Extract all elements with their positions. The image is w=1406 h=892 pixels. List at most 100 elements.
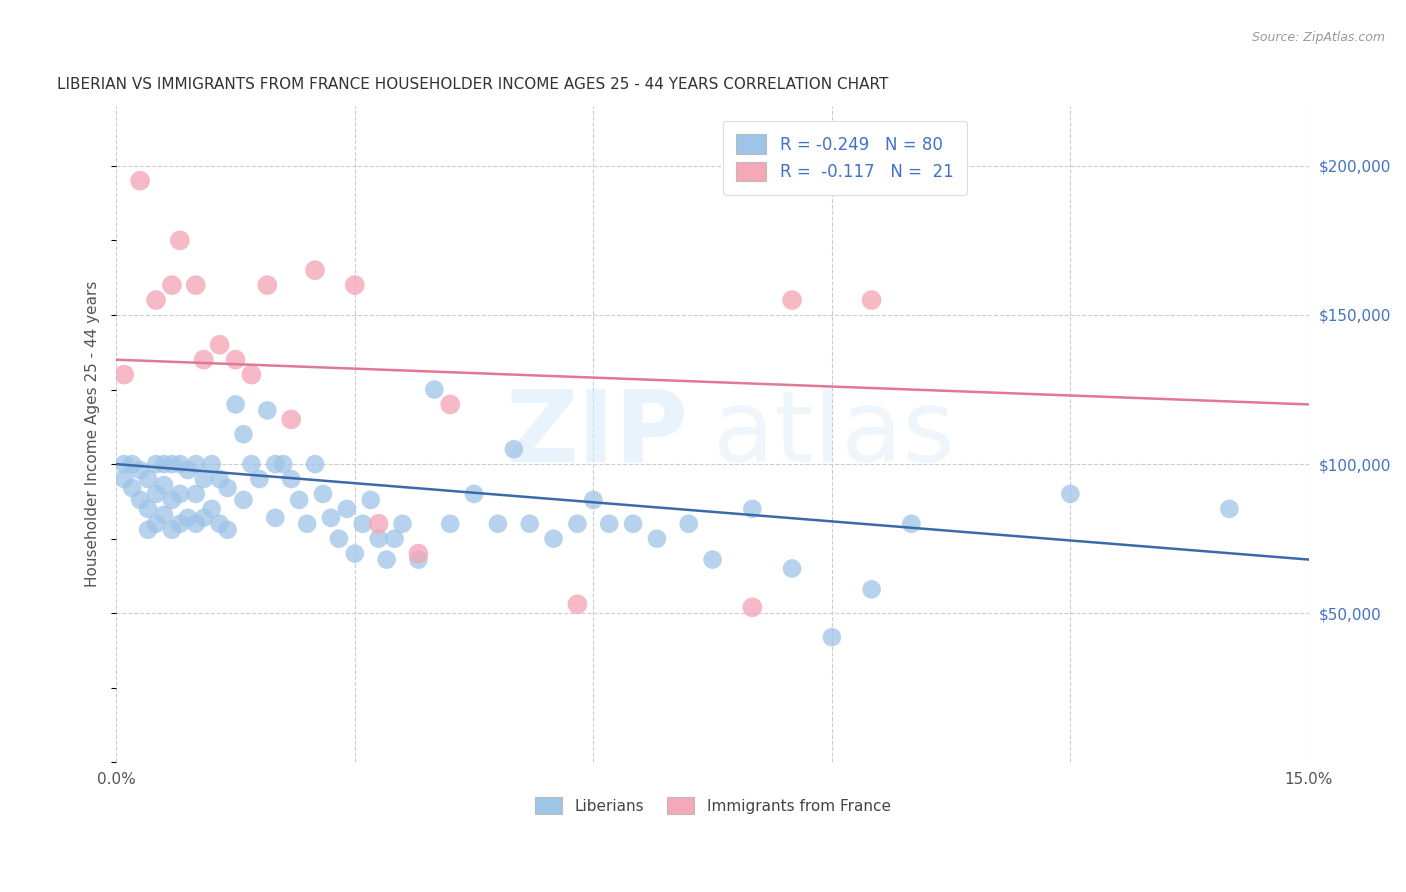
Point [821, 630, 844, 644]
Point [232, 492, 254, 507]
Point [201, 457, 224, 471]
Point [112, 368, 135, 382]
Text: Source: ZipAtlas.com: Source: ZipAtlas.com [1251, 31, 1385, 45]
Text: ZIP: ZIP [506, 385, 689, 483]
Point [312, 487, 335, 501]
Point [543, 532, 565, 546]
Point [112, 472, 135, 486]
Point [177, 463, 200, 477]
Point [160, 523, 183, 537]
Point [112, 457, 135, 471]
Point [208, 516, 231, 531]
Point [184, 516, 207, 531]
Point [129, 492, 152, 507]
Point [1059, 487, 1081, 501]
Point [621, 516, 644, 531]
Point [598, 516, 620, 531]
Point [860, 582, 883, 597]
Point [304, 457, 326, 471]
Point [129, 463, 152, 477]
Point [367, 532, 389, 546]
Point [145, 457, 167, 471]
Point [217, 523, 239, 537]
Point [240, 457, 263, 471]
Point [256, 403, 278, 417]
Point [384, 532, 406, 546]
Point [160, 492, 183, 507]
Point [319, 510, 342, 524]
Point [352, 516, 374, 531]
Point [153, 508, 176, 522]
Point [247, 472, 270, 486]
Point [463, 487, 485, 501]
Point [169, 516, 191, 531]
Point [201, 501, 224, 516]
Point [232, 427, 254, 442]
Point [169, 233, 191, 247]
Point [391, 516, 413, 531]
Point [860, 293, 883, 307]
Point [439, 397, 461, 411]
Point [408, 552, 430, 566]
Point [900, 516, 922, 531]
Point [280, 472, 302, 486]
Point [136, 472, 159, 486]
Point [169, 487, 191, 501]
Point [136, 501, 159, 516]
Y-axis label: Householder Income Ages 25 - 44 years: Householder Income Ages 25 - 44 years [86, 281, 100, 588]
Text: atlas: atlas [713, 385, 955, 483]
Point [343, 278, 366, 293]
Point [288, 492, 311, 507]
Point [121, 481, 143, 495]
Point [280, 412, 302, 426]
Point [336, 501, 359, 516]
Point [360, 492, 382, 507]
Point [145, 293, 167, 307]
Point [519, 516, 541, 531]
Point [582, 492, 605, 507]
Point [225, 352, 247, 367]
Point [264, 457, 287, 471]
Point [264, 510, 287, 524]
Point [208, 338, 231, 352]
Point [184, 487, 207, 501]
Point [160, 457, 183, 471]
Point [375, 552, 398, 566]
Point [295, 516, 318, 531]
Point [153, 457, 176, 471]
Point [567, 516, 589, 531]
Point [225, 397, 247, 411]
Point [240, 368, 263, 382]
Point [741, 501, 763, 516]
Point [486, 516, 509, 531]
Point [702, 552, 724, 566]
Point [153, 478, 176, 492]
Point [328, 532, 350, 546]
Point [304, 263, 326, 277]
Point [567, 597, 589, 611]
Point [184, 457, 207, 471]
Text: LIBERIAN VS IMMIGRANTS FROM FRANCE HOUSEHOLDER INCOME AGES 25 - 44 YEARS CORRELA: LIBERIAN VS IMMIGRANTS FROM FRANCE HOUSE… [56, 78, 889, 93]
Point [1218, 501, 1240, 516]
Point [741, 600, 763, 615]
Point [145, 516, 167, 531]
Point [367, 516, 389, 531]
Point [184, 278, 207, 293]
Point [217, 481, 239, 495]
Point [136, 523, 159, 537]
Point [177, 510, 200, 524]
Legend: Liberians, Immigrants from France: Liberians, Immigrants from France [529, 790, 897, 821]
Point [193, 472, 215, 486]
Point [193, 510, 215, 524]
Point [423, 383, 446, 397]
Point [780, 561, 803, 575]
Point [193, 352, 215, 367]
Point [780, 293, 803, 307]
Point [645, 532, 668, 546]
Point [160, 278, 183, 293]
Point [169, 457, 191, 471]
Point [343, 547, 366, 561]
Point [208, 472, 231, 486]
Point [121, 457, 143, 471]
Point [256, 278, 278, 293]
